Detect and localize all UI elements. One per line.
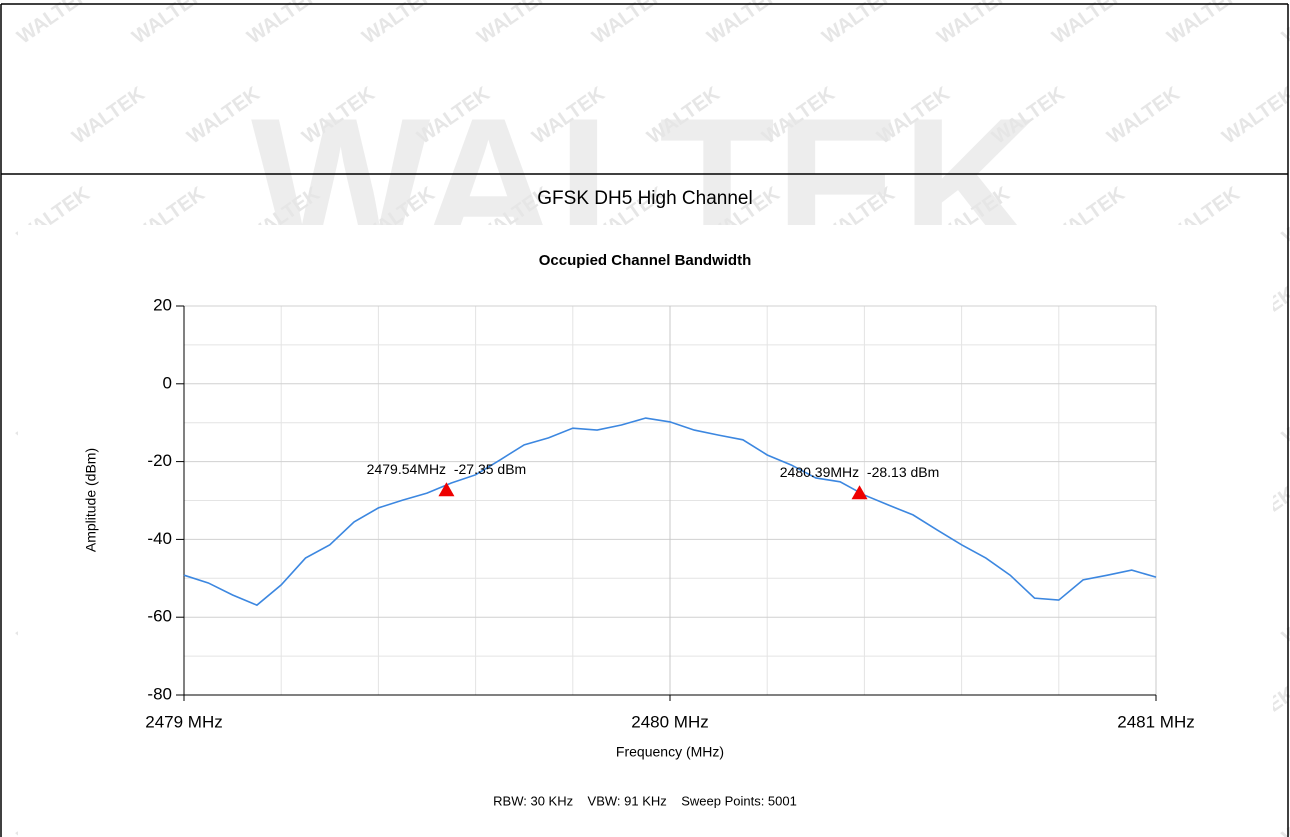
plot: 20 0 -20 -40 -60 -80 2479 MHz 2480 MHz 2481 MHz 2… — [145, 295, 1194, 731]
x-axis-label: Frequency (MHz) — [616, 744, 724, 760]
watermark: WALTEK — [473, 0, 554, 48]
watermark: WALTEK — [1048, 0, 1129, 48]
watermark: WALTEK — [1103, 83, 1184, 149]
y-tick-label: -60 — [147, 607, 172, 626]
chart-title: Occupied Channel Bandwidth — [539, 252, 752, 269]
marker — [851, 485, 868, 500]
marker — [438, 482, 455, 497]
y-tick-label: -40 — [147, 529, 172, 548]
watermark: WALTEK — [703, 0, 784, 48]
x-tick-label: 2480 MHz — [631, 712, 708, 731]
watermark: WALTEK — [933, 0, 1014, 48]
x-tick-label: 2479 MHz — [145, 712, 222, 731]
watermark: WALTEK — [13, 0, 94, 48]
caption: GFSK DH5 High Channel — [537, 188, 752, 209]
watermark: WALTEK — [128, 0, 209, 48]
y-axis-label: Amplitude (dBm) — [83, 448, 99, 552]
watermark: WALTEK — [818, 0, 899, 48]
watermark: WALTEK — [358, 0, 439, 48]
watermark: WALTEK — [1218, 83, 1290, 149]
marker-label: 2480.39MHz -28.13 dBm — [780, 464, 940, 480]
watermark: WALTEK — [588, 0, 669, 48]
watermark: WALTEK — [1163, 0, 1244, 48]
footer: RBW: 30 KHz VBW: 91 KHz Sweep Points: 50… — [493, 793, 797, 808]
watermark: WALTEK — [68, 83, 149, 149]
y-tick-label: 0 — [163, 373, 172, 392]
chart-background — [18, 225, 1273, 837]
trace — [183, 417, 1157, 607]
watermark: WALTEK — [243, 0, 324, 48]
y-tick-label: -80 — [147, 684, 172, 703]
y-tick-label: 20 — [153, 295, 172, 314]
marker-label: 2479.54MHz -27.35 dBm — [367, 461, 527, 477]
y-tick-label: -20 — [147, 451, 172, 470]
x-tick-label: 2481 MHz — [1117, 712, 1194, 731]
